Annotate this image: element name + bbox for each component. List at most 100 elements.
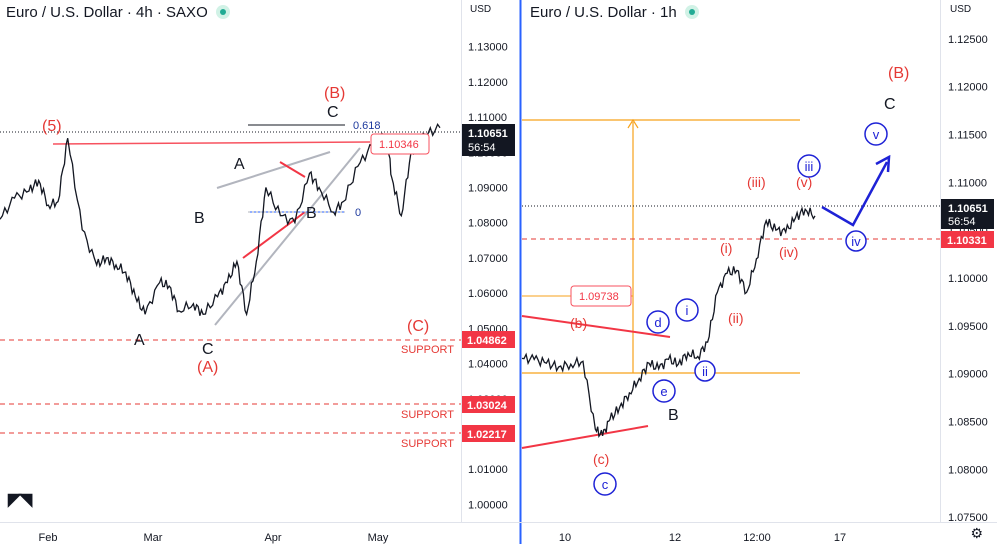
right-wave-iii-circle-ring (797, 154, 821, 178)
left-title-text: Euro / U.S. Dollar · 4h · SAXO (6, 4, 208, 21)
right-time-tick: 12 (669, 532, 681, 544)
market-status-icon (684, 5, 699, 19)
right-price-tick: 1.12500 (948, 34, 988, 46)
right-price-badge (941, 199, 994, 229)
right-red-trend-lower (521, 425, 649, 449)
left-wave-B-paren: (B) (324, 85, 345, 102)
fib-0-label: 0 (355, 207, 361, 219)
left-time-ticks: Feb Mar Apr May (39, 532, 389, 544)
left-price-tick: 1.00000 (468, 499, 508, 511)
left-price-tick: 1.09000 (468, 183, 508, 195)
right-price-tick: 1.07500 (948, 512, 988, 524)
left-price-tick: 1.04000 (468, 359, 508, 371)
left-wave-A-bottom: A (134, 332, 145, 349)
left-price-badge (462, 124, 515, 156)
right-price-tick: 1.11000 (948, 177, 987, 189)
right-price-tick: 1.11500 (948, 130, 987, 142)
left-tag-1-10346-box (370, 133, 430, 155)
market-status-icon (215, 5, 230, 19)
right-tag-1-09738-box (570, 285, 632, 307)
left-badge-1-03024-text: 1.03024 (467, 400, 508, 412)
right-wave-ii-circle: ii (702, 364, 708, 379)
left-badge-1-02217-text: 1.02217 (467, 429, 507, 441)
left-price-tick: 1.06000 (468, 288, 508, 300)
right-tag-1-09738: 1.09738 (579, 291, 619, 303)
left-badge-1-02217 (462, 425, 515, 442)
left-time-tick: May (368, 532, 389, 544)
right-price-tick: 1.12000 (948, 82, 988, 94)
left-1-10346-line (52, 141, 371, 145)
left-wave-A-paren: (A) (197, 359, 218, 376)
tradingview-logo-icon: ◤◥ (8, 490, 32, 509)
left-support-label-3: SUPPORT (401, 438, 454, 450)
right-red-trend-upper (521, 315, 671, 338)
left-price-series (0, 122, 441, 317)
right-wave-d-circle-ring (646, 310, 670, 334)
left-price-tick: 1.12000 (468, 77, 508, 89)
left-time-tick: Apr (264, 532, 281, 544)
right-wave-v-paren: (v) (796, 174, 812, 190)
right-orange-arrowhead (627, 118, 639, 129)
left-badge-1-03024 (462, 396, 515, 413)
right-projection-arrowhead (875, 154, 891, 173)
right-wave-ii-circle-ring (694, 360, 716, 382)
left-wave-C-bottom: C (202, 341, 214, 358)
left-red-trend-lower (242, 211, 306, 259)
left-wave-A-mid: A (234, 156, 245, 173)
left-currency-label: USD (470, 4, 492, 15)
right-chart-title: Euro / U.S. Dollar · 1h (530, 4, 699, 21)
right-badge-1-10331 (941, 231, 994, 248)
right-wave-B-paren: (B) (888, 65, 909, 82)
right-time-tick: 17 (834, 532, 846, 544)
right-wave-iii-circle: iii (805, 159, 814, 174)
right-wave-v-circle: v (873, 127, 880, 142)
right-wave-e-circle-ring (652, 379, 676, 403)
right-price-tick: 1.09500 (948, 321, 988, 333)
fib-618-label: 0.618 (353, 120, 381, 132)
left-price-badge-value: 1.10651 (468, 128, 508, 140)
right-wave-v-circle-ring (864, 122, 888, 146)
wedge-upper-line (216, 151, 331, 189)
left-time-tick: Feb (39, 532, 58, 544)
right-wave-iv-circle: iv (851, 234, 861, 249)
right-wave-b-paren: (b) (570, 315, 587, 331)
right-price-badge-countdown: 56:54 (948, 216, 976, 228)
left-wave-B-mid: B (194, 210, 205, 227)
right-price-series (521, 206, 816, 439)
left-time-tick: Mar (144, 532, 163, 544)
right-time-ticks: 10 12 12:00 17 (559, 532, 846, 544)
left-support-label-1: SUPPORT (401, 344, 454, 356)
right-title-text: Euro / U.S. Dollar · 1h (530, 4, 677, 21)
right-wave-iv-paren: (iv) (779, 244, 798, 260)
left-price-tick: 1.07000 (468, 253, 508, 265)
left-wave-C-top: C (327, 104, 339, 121)
right-wave-i-circle: i (686, 303, 689, 318)
right-wave-B: B (668, 407, 679, 424)
left-red-trend-upper (279, 161, 306, 178)
right-wave-iv-circle-ring (845, 230, 867, 252)
right-wave-e-circle: e (660, 384, 667, 399)
right-price-tick: 1.10000 (948, 273, 988, 285)
right-wave-d-circle: d (654, 315, 661, 330)
right-wave-C: C (884, 96, 896, 113)
left-price-badge-countdown: 56:54 (468, 142, 496, 154)
right-wave-iii-paren: (iii) (747, 174, 766, 190)
right-wave-c-circle: c (602, 477, 609, 492)
left-price-tick: 1.01000 (468, 464, 508, 476)
right-time-tick: 10 (559, 532, 571, 544)
right-wave-c-paren: (c) (593, 451, 609, 467)
right-wave-i-paren: (i) (720, 240, 732, 256)
left-wave-5: (5) (42, 118, 62, 135)
settings-gear-icon[interactable]: ⚙ (970, 525, 983, 541)
right-price-tick: 1.08000 (948, 464, 988, 476)
right-projection-path (821, 161, 889, 227)
right-time-tick: 12:00 (743, 532, 771, 544)
left-chart-title: Euro / U.S. Dollar · 4h · SAXO (6, 4, 230, 21)
left-support-label-2: SUPPORT (401, 409, 454, 421)
left-badge-1-04862-text: 1.04862 (467, 335, 507, 347)
right-badge-1-10331-text: 1.10331 (947, 235, 987, 247)
left-badge-1-04862 (462, 331, 515, 348)
right-price-badge-value: 1.10651 (948, 203, 988, 215)
